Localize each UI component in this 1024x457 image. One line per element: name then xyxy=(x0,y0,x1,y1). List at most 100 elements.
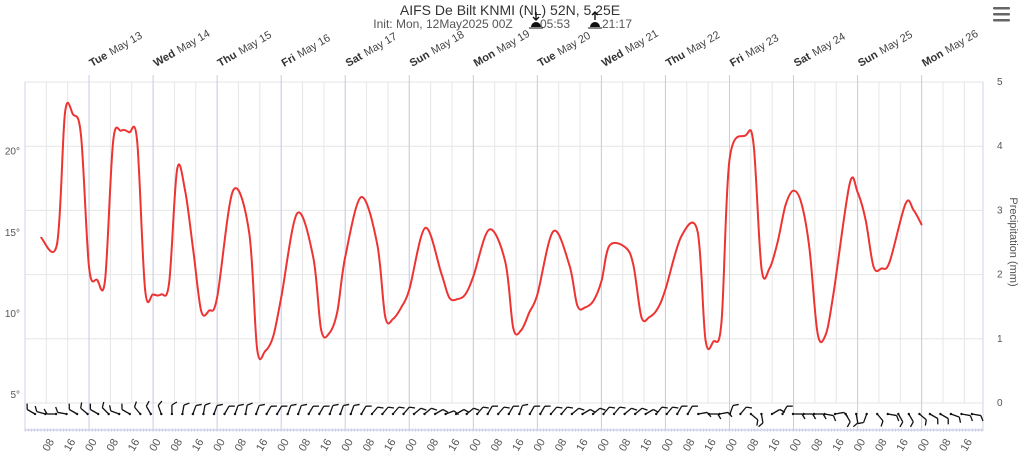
wind-barb xyxy=(633,407,648,416)
temperature-point xyxy=(360,196,363,198)
x-tick-label: 08 xyxy=(937,437,954,454)
wind-barb xyxy=(233,403,244,416)
wind-barb xyxy=(297,403,308,416)
temperature-point xyxy=(424,227,427,229)
temperature-point xyxy=(344,256,347,258)
wind-barb xyxy=(412,407,427,416)
temperature-point xyxy=(808,248,811,250)
temperature-point xyxy=(888,261,891,263)
wind-barb xyxy=(539,405,551,416)
wind-barb xyxy=(486,405,499,416)
temperature-point xyxy=(592,300,595,302)
temperature-point xyxy=(528,311,531,314)
temperature-point xyxy=(456,298,459,301)
wind-barb xyxy=(791,412,806,420)
wind-barb xyxy=(549,406,563,416)
init-time-label: Init: Mon, 12May2025 00Z xyxy=(373,17,512,31)
wind-barb xyxy=(349,403,360,416)
x-tick-label: 08 xyxy=(105,437,122,454)
temperature-point xyxy=(472,275,475,278)
wind-barb xyxy=(133,401,142,416)
wind-barb xyxy=(80,402,89,416)
wind-barb xyxy=(518,403,529,416)
x-tick-label: 00 xyxy=(532,437,549,454)
wind-barb xyxy=(26,403,37,416)
temperature-point xyxy=(208,309,210,312)
wind-barb xyxy=(823,412,837,422)
wind-barb xyxy=(339,403,350,416)
y-tick-label: 10° xyxy=(5,309,20,320)
x-tick-label: 08 xyxy=(681,437,698,454)
x-tick-label: 00 xyxy=(83,437,100,454)
chart-subtitle: Init: Mon, 12May2025 00Z 05:53 21:17 xyxy=(373,11,632,31)
temperature-point xyxy=(720,321,723,323)
temperature-point xyxy=(488,228,491,231)
temperature-point xyxy=(648,316,651,318)
sunset-icon xyxy=(588,11,602,29)
temperature-point xyxy=(784,204,787,207)
temperature-point xyxy=(576,304,579,307)
wind-barb xyxy=(857,412,868,425)
wind-barb xyxy=(970,412,984,422)
wind-barb xyxy=(244,402,253,416)
temperature-point xyxy=(552,230,555,232)
wind-barb xyxy=(223,405,235,416)
temperature-point xyxy=(776,241,779,244)
x-tick-label: 08 xyxy=(489,437,506,454)
temperature-point xyxy=(128,131,130,134)
wind-barb xyxy=(570,407,585,416)
wind-barb xyxy=(749,412,759,426)
y2-tick-label: 0 xyxy=(997,398,1003,409)
wind-barb xyxy=(802,412,817,420)
x-tick-label: 00 xyxy=(211,437,228,454)
temperature-point xyxy=(392,317,395,320)
wind-barb xyxy=(433,408,449,416)
temperature-point xyxy=(568,264,571,266)
temperature-point xyxy=(816,332,819,335)
temperature-point xyxy=(312,256,315,258)
wind-barb xyxy=(676,405,688,416)
x-tick-label: 16 xyxy=(318,437,335,454)
temperature-point xyxy=(160,293,162,296)
temperature-point xyxy=(80,134,82,137)
wind-barb xyxy=(275,405,288,416)
y2-tick-label: 2 xyxy=(997,270,1003,281)
temperature-point xyxy=(904,202,907,205)
temperature-point xyxy=(752,142,755,145)
wind-barb xyxy=(939,412,949,425)
hamburger-menu-icon[interactable] xyxy=(992,5,1012,23)
wind-barb xyxy=(212,403,223,416)
wind-barb xyxy=(423,407,438,416)
temperature-point xyxy=(696,230,699,232)
wind-barb xyxy=(612,406,626,416)
temperature-point xyxy=(296,212,298,215)
x-tick-label: 16 xyxy=(446,437,463,454)
wind-barb xyxy=(108,405,121,416)
x-tick-label: 00 xyxy=(660,437,677,454)
temperature-point xyxy=(216,296,218,299)
x-tick-label: 08 xyxy=(297,437,314,454)
wind-barb xyxy=(157,400,163,416)
temperature-point xyxy=(336,311,339,314)
x-tick-label: 16 xyxy=(894,437,911,454)
temperature-point xyxy=(168,282,170,284)
y-axis-left: 5° 10° 15° 20° xyxy=(5,147,20,401)
x-tick-label: 00 xyxy=(852,437,869,454)
wind-barb xyxy=(101,401,110,416)
y2-tick-label: 1 xyxy=(997,334,1003,345)
wind-barb xyxy=(507,405,520,416)
temperature-point xyxy=(136,139,138,142)
wind-barb xyxy=(318,405,330,416)
wind-barb xyxy=(68,403,79,416)
temperature-point xyxy=(72,113,74,116)
wind-barb xyxy=(591,407,606,416)
x-tick-label: 16 xyxy=(766,437,783,454)
wind-barb-row xyxy=(26,400,984,428)
temperature-point xyxy=(520,329,523,331)
temperature-point xyxy=(832,291,835,294)
series-layer xyxy=(40,101,923,361)
temperature-point xyxy=(104,278,106,281)
wind-barb xyxy=(928,412,939,425)
y-tick-label: 5° xyxy=(10,390,20,401)
